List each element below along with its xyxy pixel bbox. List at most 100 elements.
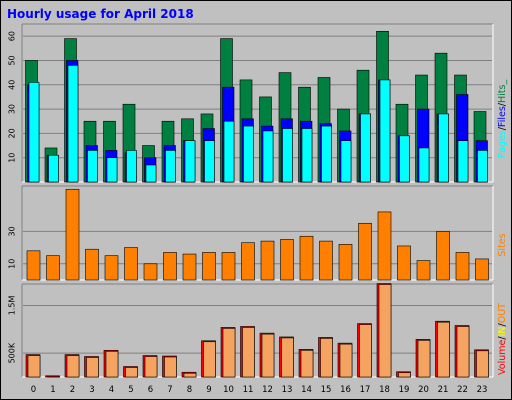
bar-sites-7 [163,252,177,281]
bar-pages-11 [243,125,254,183]
bar-sites-19 [397,245,411,281]
bar-volume-inner-16 [339,343,353,378]
x-tick-label-8: 8 [187,385,192,395]
bar-pages-21 [438,113,449,183]
chart-title: Hourly usage for April 2018 [7,7,194,21]
legend-bottom: Volume/IN/OUT [497,303,508,375]
bar-sites-12 [260,240,275,281]
bar-volume-inner-3 [86,357,99,378]
bar-volume-inner-14 [300,350,314,378]
x-tick-label-9: 9 [206,385,211,395]
x-tick-label-4: 4 [109,385,114,395]
x-tick-label-14: 14 [301,385,312,395]
bar-volume-inner-11 [242,327,255,378]
bar-volume-inner-22 [456,326,470,378]
legend-bottom-sep-0: / [497,336,508,340]
x-tick-label-20: 20 [418,385,429,395]
x-tick-label-2: 2 [70,385,75,395]
bar-sites-14 [299,235,314,281]
x-tick-label-10: 10 [223,385,234,395]
legend-bottom-label-0: Volume [497,339,508,374]
x-tick-label-12: 12 [262,385,273,395]
x-tick-label-3: 3 [89,385,94,395]
bar-pages-18 [379,79,391,183]
bar-pages-17 [360,113,371,183]
bar-sites-17 [358,222,372,281]
bar-volume-inner-13 [281,337,294,378]
legend-bottom-label-1: IN [497,326,508,336]
legend-bottom-label-2: OUT [497,303,508,323]
bar-sites-16 [338,244,353,281]
y-tick-label-1-0: 10 [8,153,17,163]
bar-sites-10 [221,252,236,281]
x-tick-label-18: 18 [379,385,390,395]
legend-mid-label-0: Sites [497,233,508,256]
x-tick-label-22: 22 [457,385,468,395]
bar-pages-0 [28,82,40,183]
bar-volume-inner-4 [105,350,119,378]
bar-pages-2 [67,65,79,183]
bar-volume-inner-19 [398,372,411,378]
y-tick-label-2-1: 30 [8,226,17,236]
bar-sites-1 [46,255,60,281]
bar-volume-inner-0 [27,355,41,378]
bar-pages-5 [126,150,137,183]
bar-volume-inner-9 [203,341,216,378]
bar-sites-0 [26,250,41,281]
bar-volume-inner-8 [183,372,197,378]
bar-pages-22 [457,140,469,183]
bar-sites-15 [319,240,333,281]
legend-top-label-1: Files [497,106,508,127]
bar-volume-inner-23 [476,350,489,378]
bar-pages-14 [301,128,313,183]
y-tick-label-1-2: 30 [8,104,17,114]
plot-area-2 [22,186,493,280]
bar-volume-inner-12 [261,333,275,378]
bar-sites-2 [65,188,80,281]
x-tick-label-7: 7 [167,385,172,395]
bar-pages-12 [262,130,274,183]
bar-sites-3 [85,248,99,281]
bar-sites-22 [455,252,470,281]
bar-sites-20 [416,260,431,281]
plot-area-1 [22,24,493,182]
x-tick-label-13: 13 [282,385,293,395]
x-tick-label-16: 16 [340,385,351,395]
bar-volume-inner-18 [378,284,392,378]
bar-pages-13 [282,128,293,183]
x-tick-label-23: 23 [477,385,488,395]
bar-pages-1 [48,154,59,183]
legend-top-label-2: Hits [497,84,508,103]
bar-pages-19 [399,135,410,183]
bar-sites-13 [280,239,294,281]
y-tick-label-3-0: 500K [8,342,17,363]
bar-pages-6 [145,164,157,183]
bar-sites-23 [475,258,489,281]
legend-mid: Sites [497,233,508,256]
bar-sites-4 [104,255,119,281]
bar-pages-3 [87,150,98,183]
bar-pages-16 [340,140,352,183]
bar-pages-4 [106,157,118,183]
legend-top-sep-0: / [497,126,508,130]
legend-bottom-sep-1: / [497,322,508,326]
x-tick-label-21: 21 [438,385,449,395]
bar-sites-21 [436,231,450,281]
legend-top-suffix: _ [497,80,508,86]
x-tick-label-6: 6 [148,385,153,395]
bar-volume-inner-10 [222,328,236,378]
bar-pages-7 [165,150,176,183]
bar-sites-8 [182,253,197,281]
y-tick-label-1-3: 40 [8,80,17,90]
bar-volume-inner-6 [144,356,158,378]
y-tick-label-1-4: 50 [8,55,17,65]
legend-top-sep-1: / [497,102,508,106]
bar-pages-15 [321,125,332,183]
bar-volume-inner-17 [359,324,372,378]
x-tick-label-11: 11 [243,385,254,395]
x-tick-label-1: 1 [50,385,55,395]
plot-area-3 [22,284,493,377]
x-tick-label-17: 17 [360,385,371,395]
bar-volume-inner-20 [417,340,431,378]
